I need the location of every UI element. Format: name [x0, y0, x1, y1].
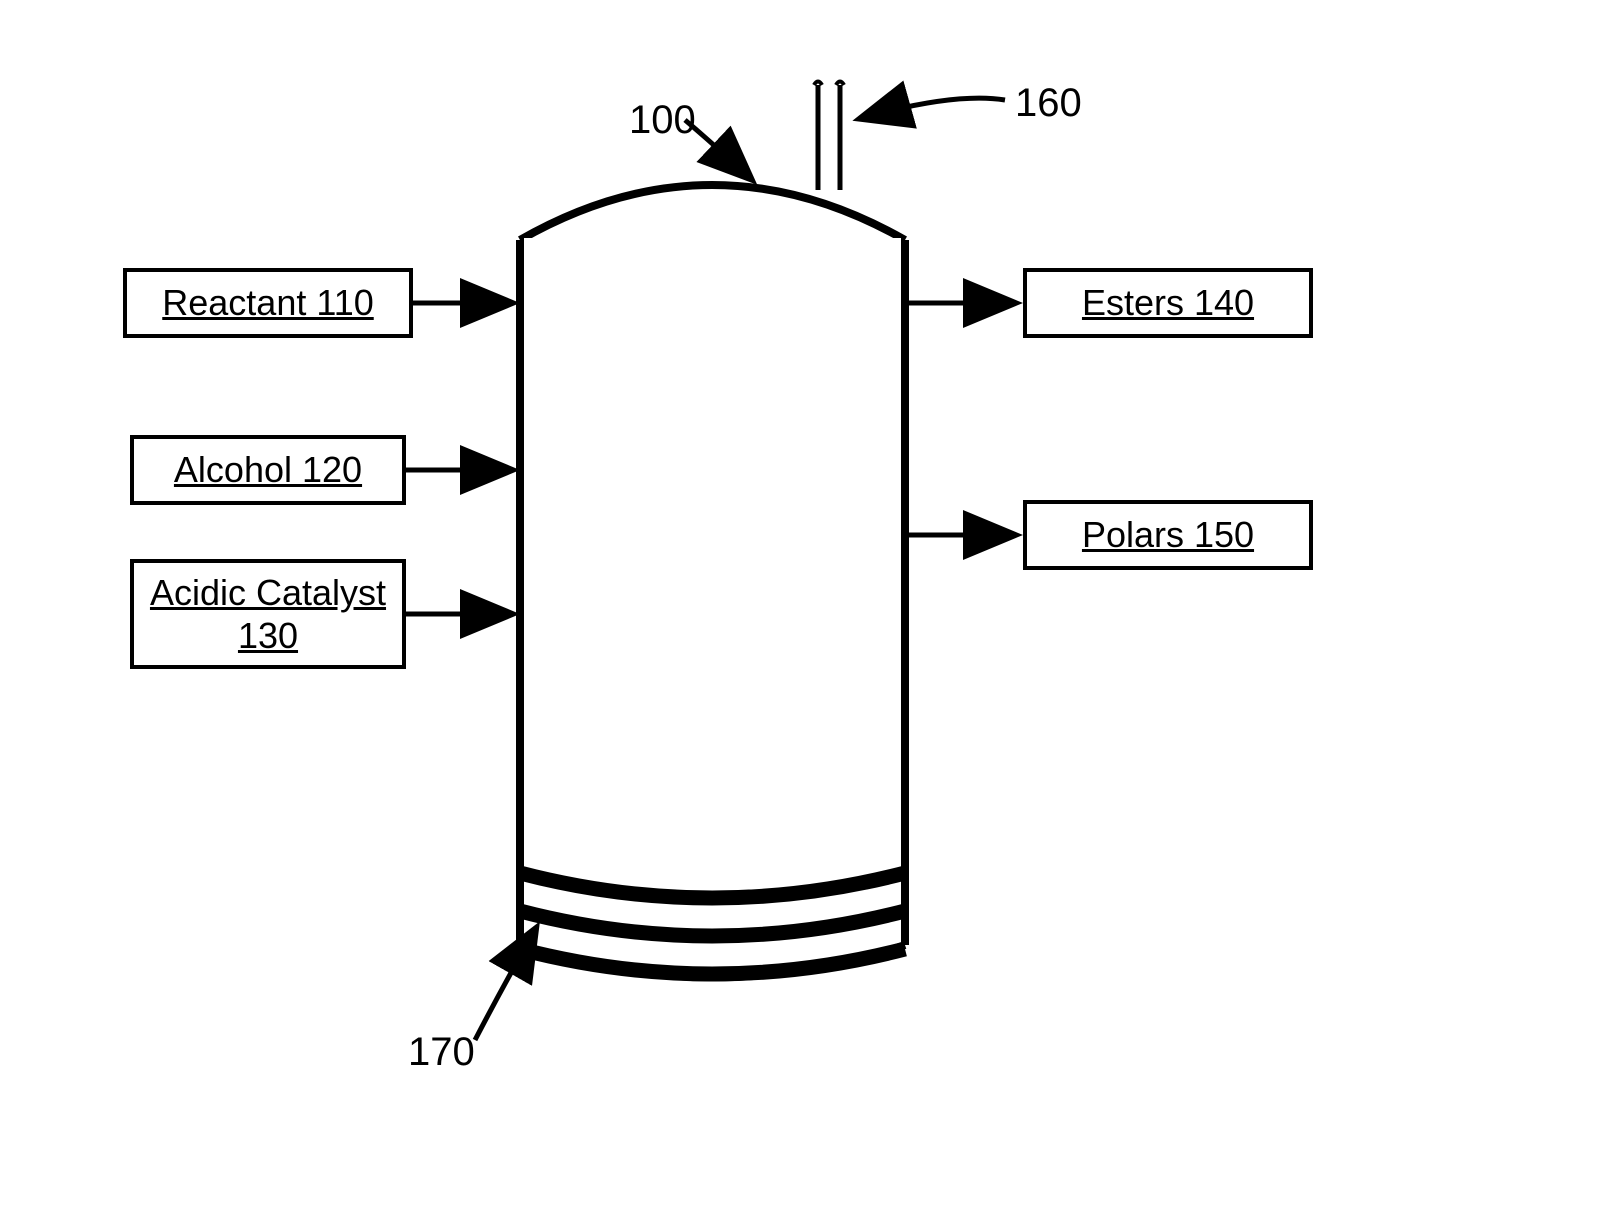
box-esters: Esters 140	[1023, 268, 1313, 338]
label-catalyst: Acidic Catalyst 130	[142, 571, 394, 657]
leader-coil	[475, 930, 535, 1040]
callout-vessel: 100	[629, 98, 696, 143]
callout-coil: 170	[408, 1030, 475, 1075]
box-catalyst: Acidic Catalyst 130	[130, 559, 406, 669]
label-reactant: Reactant 110	[162, 281, 373, 324]
label-alcohol: Alcohol 120	[174, 448, 362, 491]
label-esters: Esters 140	[1082, 281, 1254, 324]
pipe-outlet	[814, 82, 844, 191]
reactor-vessel	[520, 185, 905, 978]
leader-pipe	[862, 98, 1005, 118]
label-polars: Polars 150	[1082, 513, 1254, 556]
box-reactant: Reactant 110	[123, 268, 413, 338]
callout-pipe: 160	[1015, 81, 1082, 126]
box-alcohol: Alcohol 120	[130, 435, 406, 505]
diagram-canvas: Reactant 110 Alcohol 120 Acidic Catalyst…	[0, 0, 1613, 1219]
box-polars: Polars 150	[1023, 500, 1313, 570]
